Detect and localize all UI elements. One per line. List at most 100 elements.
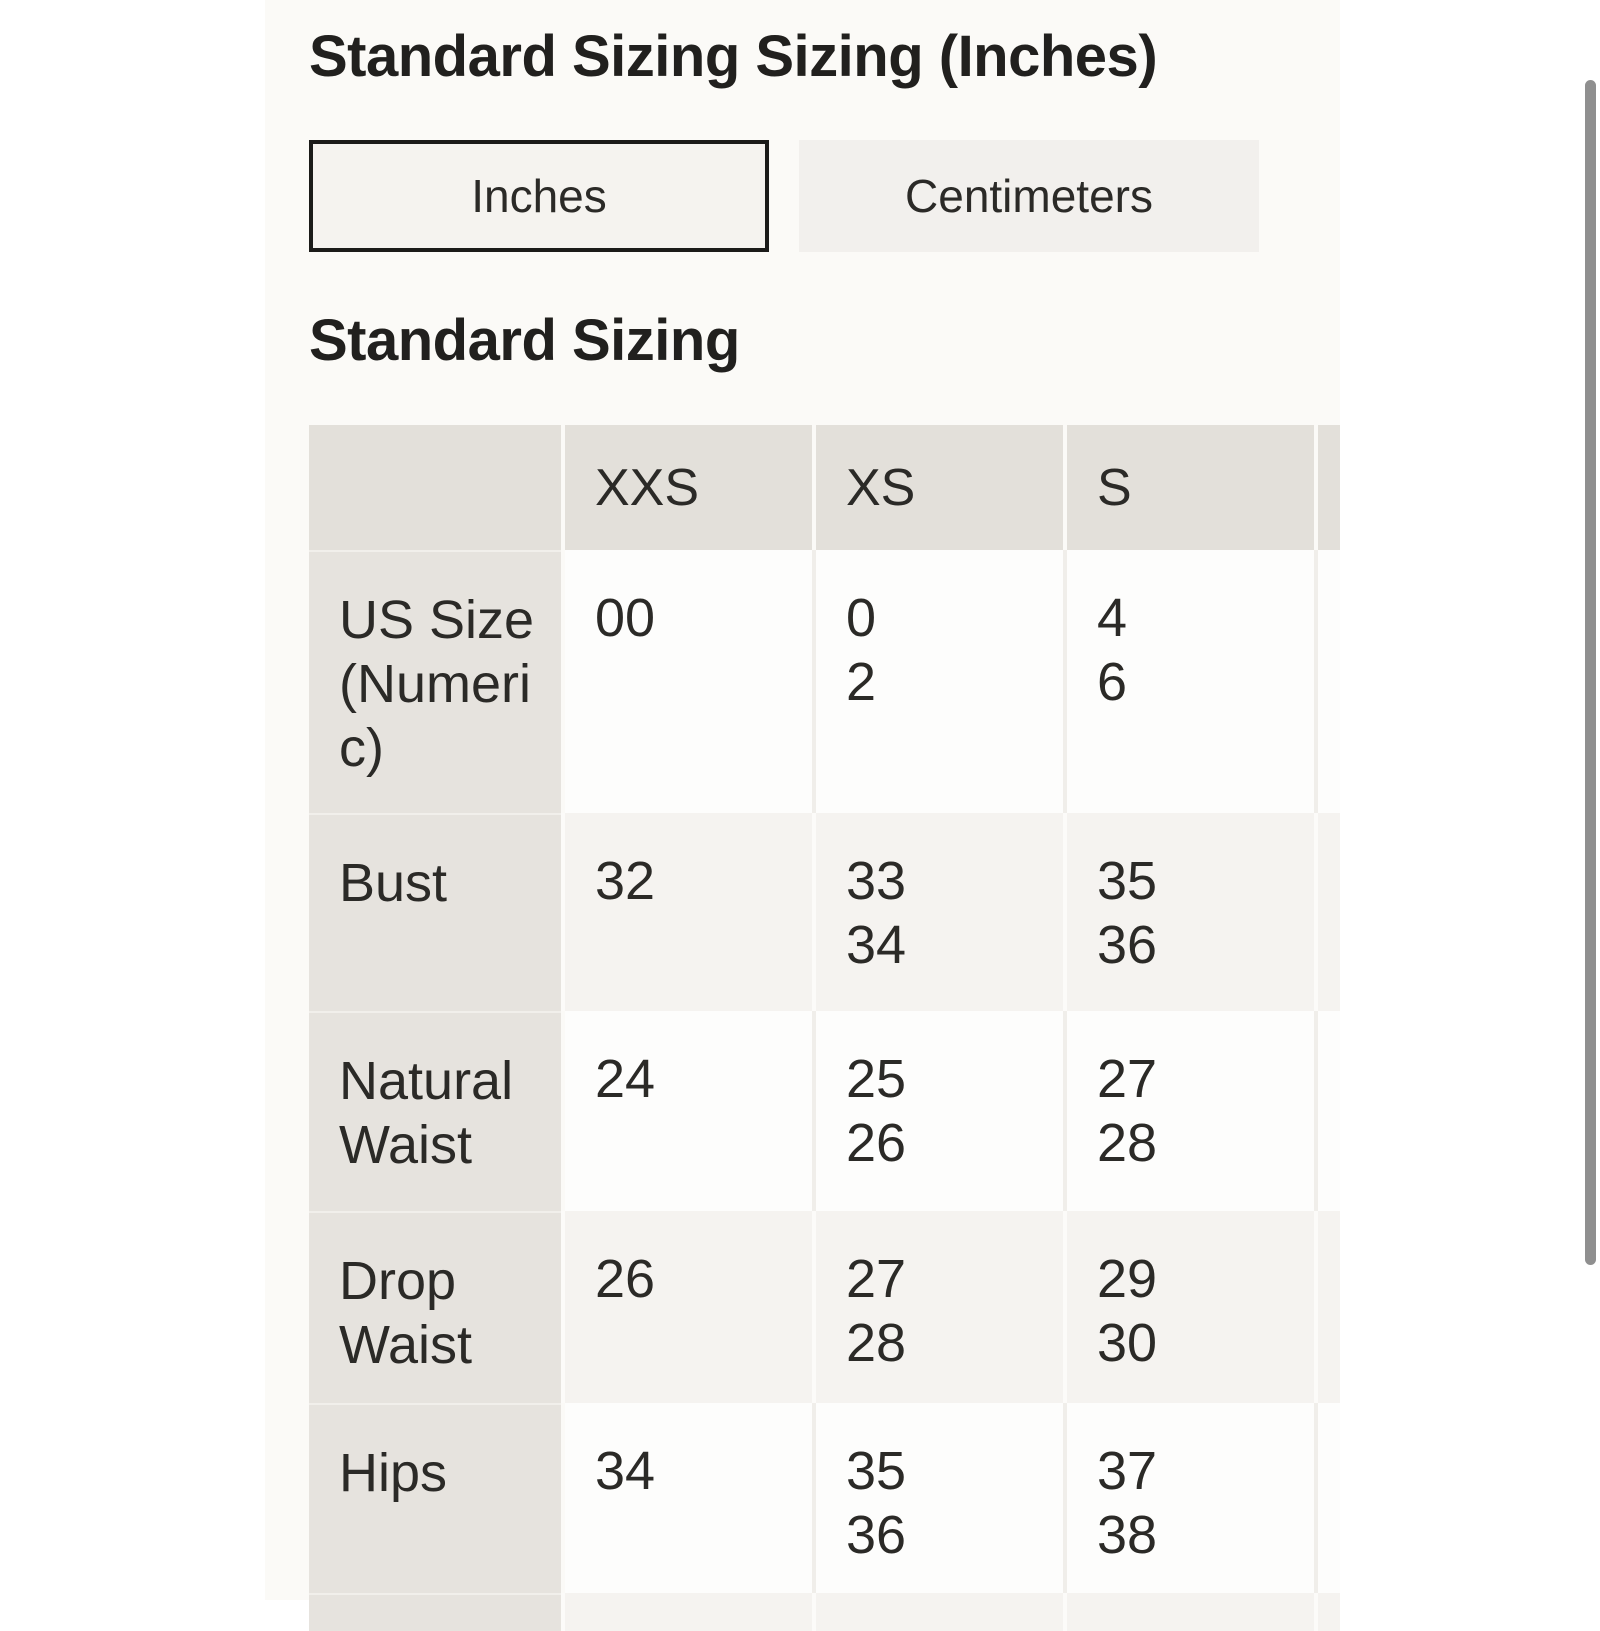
table-cell	[565, 1593, 812, 1631]
table-cell-cut	[1318, 1211, 1340, 1403]
column-separator	[561, 813, 565, 1011]
table-cell: 37 38	[1067, 1403, 1314, 1593]
table-cell	[1067, 1593, 1314, 1631]
table-cell: 27 28	[816, 1211, 1063, 1403]
page-title: Standard Sizing Sizing (Inches)	[309, 24, 1158, 89]
table-cell-cut	[1318, 1011, 1340, 1211]
table-cell: 00	[565, 550, 812, 813]
cell-line: 28	[846, 1313, 907, 1373]
table-cell: 35 36	[816, 1403, 1063, 1593]
table-cell-cut	[1318, 1593, 1340, 1631]
column-separator	[812, 1011, 816, 1211]
table-cell: 34	[565, 1403, 812, 1593]
cell-line: 35	[846, 1441, 907, 1501]
scrollbar-thumb[interactable]	[1585, 80, 1596, 1265]
cell-line: Drop	[339, 1251, 457, 1311]
table-cell: 26	[565, 1211, 812, 1403]
cell-line: 2	[846, 652, 877, 712]
cell-line: 26	[846, 1113, 907, 1173]
table-cell: 25 26	[816, 1011, 1063, 1211]
cell-line: Hips	[339, 1443, 448, 1503]
column-separator	[561, 550, 565, 813]
column-header-cut	[1318, 425, 1340, 550]
column-separator	[561, 1011, 565, 1211]
column-separator	[561, 1403, 565, 1593]
table-cell-cut	[1318, 1403, 1340, 1593]
table-cell	[816, 1593, 1063, 1631]
cell-line: (Numeri	[339, 654, 532, 714]
column-header-s: S	[1067, 425, 1314, 550]
cell-line: 00	[595, 588, 656, 648]
column-header-blank	[309, 425, 561, 550]
row-label: US Size (Numeri c)	[309, 550, 561, 813]
inches-button[interactable]: Inches	[309, 140, 769, 252]
cell-line: Natural	[339, 1051, 514, 1111]
row-label: Bust	[309, 813, 561, 1011]
cell-line: Bust	[339, 853, 448, 913]
row-label: Drop Waist	[309, 1211, 561, 1403]
table-row: Bust 32 33 34 35 36	[309, 813, 1340, 1011]
table-row: US Size (Numeri c) 00 0 2 4 6	[309, 550, 1340, 813]
table-cell: 27 28	[1067, 1011, 1314, 1211]
cell-line: XS	[846, 458, 916, 517]
column-separator	[812, 813, 816, 1011]
cell-line: Waist	[339, 1115, 472, 1175]
cell-line: 27	[846, 1249, 907, 1309]
unit-toggle: Inches Centimeters	[309, 140, 1340, 252]
cell-line: 32	[595, 851, 656, 911]
sizing-table: XXS XS S US Size (Numeri c) 00 0 2 4 6 Bust 32 33 34 35…	[309, 425, 1340, 1631]
cell-line: 26	[595, 1249, 656, 1309]
table-cell: 29 30	[1067, 1211, 1314, 1403]
column-header-xs: XS	[816, 425, 1063, 550]
column-separator	[1063, 425, 1067, 550]
cell-line: Waist	[339, 1315, 472, 1375]
row-label: Natural Waist	[309, 1011, 561, 1211]
cell-line: 30	[1097, 1313, 1158, 1373]
table-cell: 33 34	[816, 813, 1063, 1011]
cell-line: 34	[595, 1441, 656, 1501]
cell-line: c)	[339, 718, 384, 778]
column-separator	[1314, 1403, 1318, 1593]
column-separator	[561, 425, 565, 550]
table-cell-cut	[1318, 813, 1340, 1011]
table-row-partial	[309, 1593, 1340, 1631]
table-row: Drop Waist 26 27 28 29 30	[309, 1211, 1340, 1403]
column-separator	[812, 1211, 816, 1403]
cell-line: 34	[846, 915, 907, 975]
table-cell-cut	[1318, 550, 1340, 813]
table-cell: 32	[565, 813, 812, 1011]
table-header-row: XXS XS S	[309, 425, 1340, 550]
column-header-xxs: XXS	[565, 425, 812, 550]
cell-line: 25	[846, 1049, 907, 1109]
row-label: Hips	[309, 1403, 561, 1593]
cell-line: 4	[1097, 588, 1128, 648]
cell-line: 37	[1097, 1441, 1158, 1501]
cell-line: 6	[1097, 652, 1128, 712]
cell-line: 36	[1097, 915, 1158, 975]
cell-line: 0	[846, 588, 877, 648]
cell-line: 24	[595, 1049, 656, 1109]
column-separator	[1063, 1211, 1067, 1403]
column-separator	[1063, 1011, 1067, 1211]
table-row: Natural Waist 24 25 26 27 28	[309, 1011, 1340, 1211]
section-heading: Standard Sizing	[309, 308, 740, 373]
column-separator	[812, 425, 816, 550]
cell-line: US Size	[339, 590, 535, 650]
size-guide-panel: Standard Sizing Sizing (Inches) Inches C…	[265, 0, 1596, 1631]
table-row: Hips 34 35 36 37 38	[309, 1403, 1340, 1593]
row-label	[309, 1593, 561, 1631]
cell-line: S	[1097, 458, 1132, 517]
cell-line: 27	[1097, 1049, 1158, 1109]
column-separator	[1063, 550, 1067, 813]
cell-line: 33	[846, 851, 907, 911]
column-separator	[812, 550, 816, 813]
table-cell: 24	[565, 1011, 812, 1211]
column-separator	[812, 1403, 816, 1593]
cell-line: 29	[1097, 1249, 1158, 1309]
cell-line: XXS	[595, 458, 700, 517]
table-cell: 35 36	[1067, 813, 1314, 1011]
cell-line: 28	[1097, 1113, 1158, 1173]
centimeters-button[interactable]: Centimeters	[799, 140, 1259, 252]
